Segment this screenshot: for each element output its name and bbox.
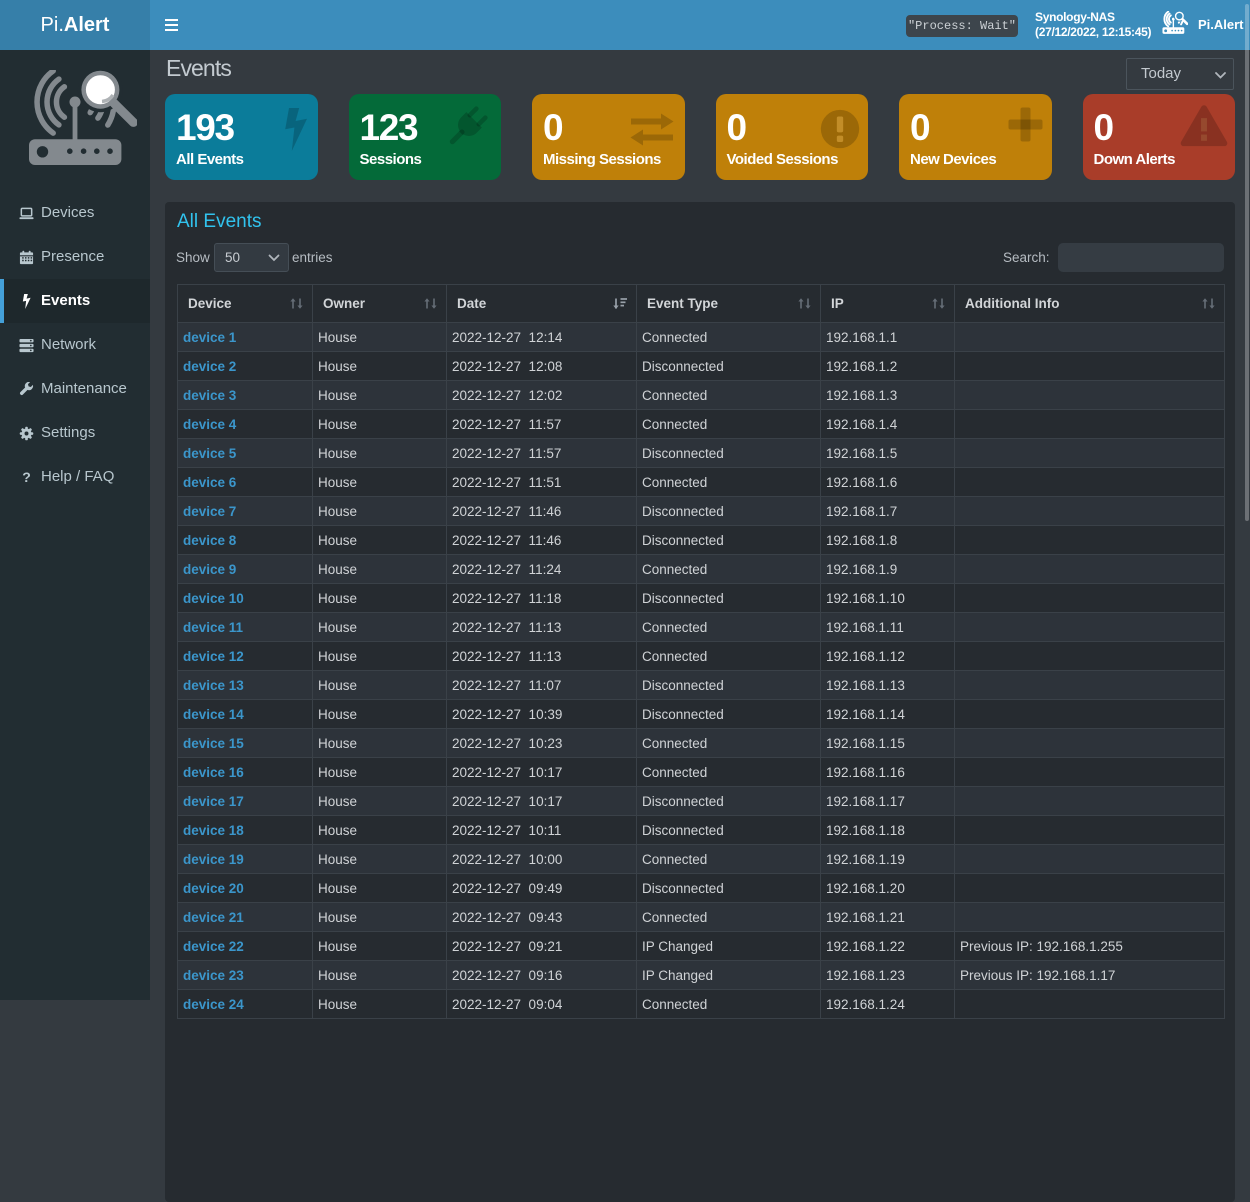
svg-text:?: ? — [22, 470, 31, 485]
